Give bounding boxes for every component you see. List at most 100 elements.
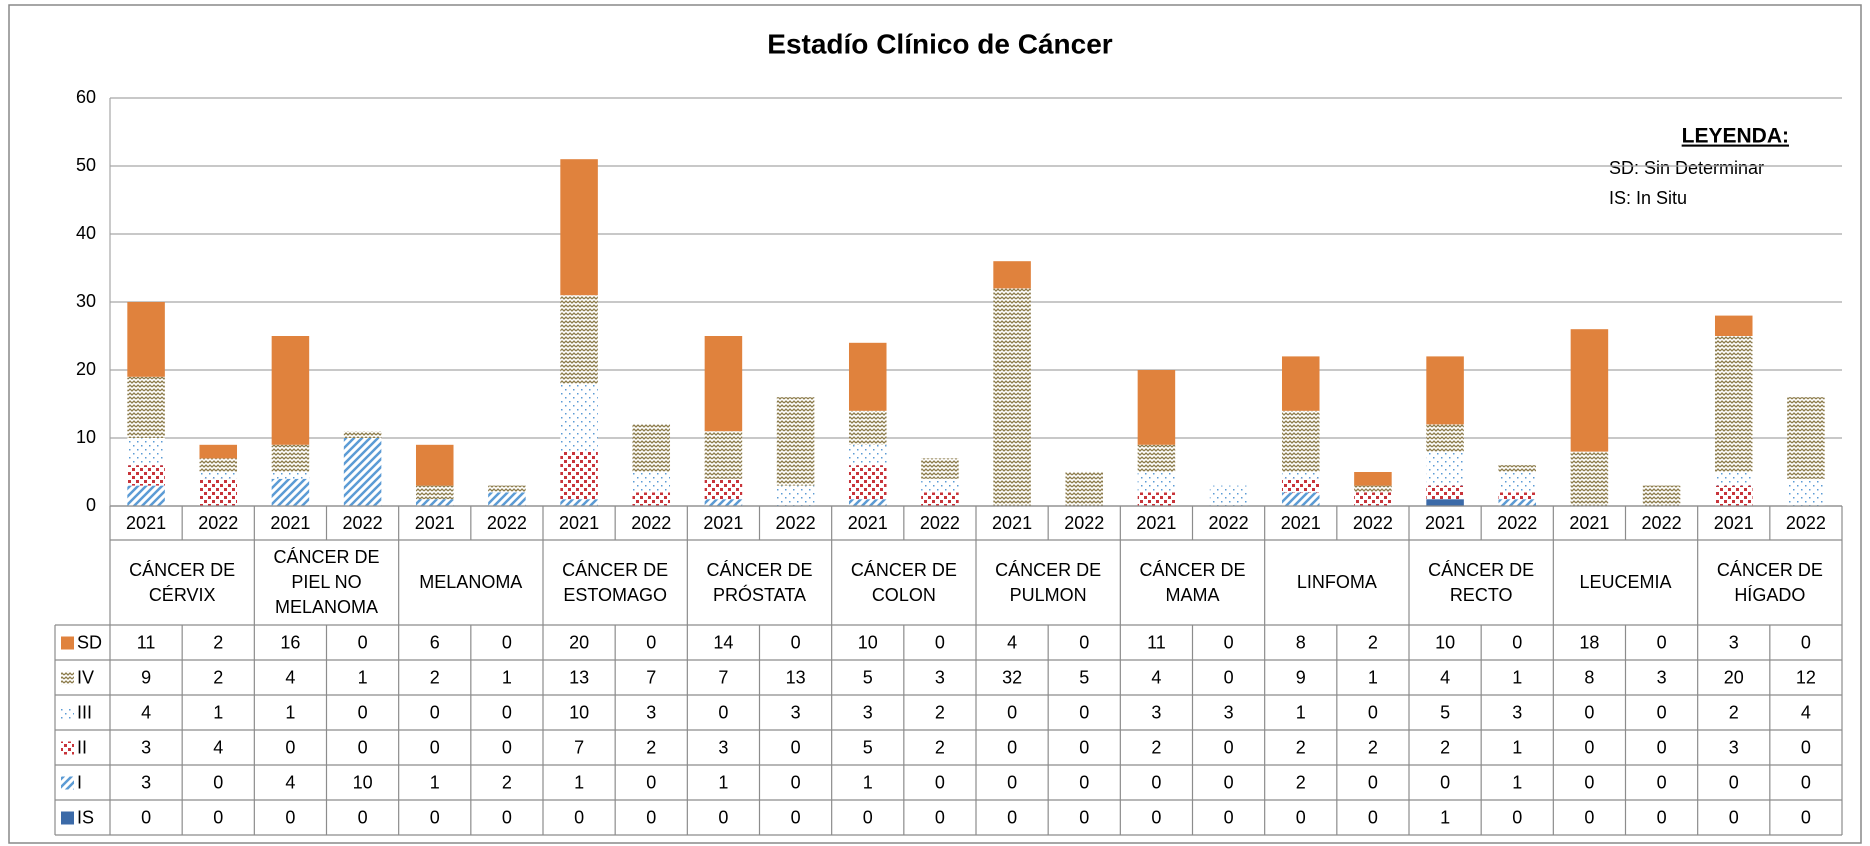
x-tick-label: 2022 (776, 513, 816, 533)
bar-segment (1426, 424, 1464, 452)
table-value: 0 (1657, 632, 1667, 652)
bar-segment (127, 485, 165, 506)
group-label: LINFOMA (1296, 572, 1377, 592)
table-value: 0 (213, 807, 223, 827)
table-value: 2 (502, 772, 512, 792)
table-value: 2 (646, 737, 656, 757)
table-value: 4 (141, 702, 151, 722)
x-tick-label: 2021 (126, 513, 166, 533)
bar-segment (560, 383, 598, 452)
table-value: 5 (1440, 702, 1450, 722)
bar-segment (127, 376, 165, 438)
table-value: 0 (1657, 702, 1667, 722)
table-value: 11 (137, 632, 156, 652)
table-value: 5 (863, 737, 873, 757)
x-tick-label: 2021 (1136, 513, 1176, 533)
table-value: 12 (1796, 667, 1816, 687)
table-value: 0 (1079, 632, 1089, 652)
table-value: 3 (1512, 702, 1522, 722)
table-value: 2 (1729, 702, 1739, 722)
table-value: 3 (1224, 702, 1234, 722)
table-value: 2 (935, 702, 945, 722)
x-tick-label: 2021 (270, 513, 310, 533)
x-tick-label: 2021 (1281, 513, 1321, 533)
table-value: 1 (574, 772, 584, 792)
table-value: 1 (502, 667, 512, 687)
bar-segment (1498, 465, 1537, 472)
group-label-box: CÁNCER DE MAMA (1139, 559, 1246, 605)
x-tick-label: 2022 (1064, 513, 1104, 533)
bar-segment (1209, 485, 1248, 506)
bar-segment (1787, 397, 1825, 479)
table-value: 1 (430, 772, 440, 792)
bar-segment (271, 444, 310, 472)
table-value: 2 (213, 632, 223, 652)
table-value: 1 (863, 772, 873, 792)
bar-segment (560, 451, 598, 500)
table-value: 0 (502, 807, 512, 827)
table-value: 0 (1224, 667, 1234, 687)
table-value: 0 (1224, 632, 1234, 652)
table-value: 0 (1151, 772, 1161, 792)
group-label-box: CÁNCER DE HÍGADO (1716, 559, 1823, 605)
group-label: CÁNCER DE MAMA (1139, 559, 1246, 605)
bar-segment (1426, 451, 1464, 486)
bar-segment (199, 478, 238, 506)
table-value: 1 (1368, 667, 1378, 687)
bar-segment (1426, 485, 1464, 500)
x-tick-label: 2021 (992, 513, 1032, 533)
table-value: 5 (863, 667, 873, 687)
bar-segment (199, 444, 238, 459)
table-value: 0 (646, 807, 656, 827)
bar-segment (993, 261, 1031, 289)
y-tick-label: 20 (76, 359, 96, 379)
y-tick-label: 10 (76, 427, 96, 447)
bar-segment (704, 478, 743, 500)
table-value: 4 (1801, 702, 1811, 722)
table-value: 3 (1729, 632, 1739, 652)
y-tick-label: 60 (76, 87, 96, 107)
table-value: 13 (786, 667, 806, 687)
legend-key (61, 671, 74, 685)
table-value: 0 (285, 737, 295, 757)
bar-segment (343, 438, 382, 506)
legend-label: II (77, 737, 87, 757)
table-value: 1 (718, 772, 728, 792)
bar-segment (1354, 472, 1392, 486)
bar-segment (1498, 499, 1537, 506)
table-value: 4 (213, 737, 223, 757)
table-value: 2 (935, 737, 945, 757)
group-label-box: MELANOMA (419, 572, 522, 592)
bar-segment (848, 410, 887, 445)
bar-segment (848, 342, 887, 411)
table-value: 9 (141, 667, 151, 687)
table-value: 0 (1512, 807, 1522, 827)
bar-segment (1498, 492, 1537, 500)
bar-segment (921, 492, 959, 506)
bar-segment (415, 444, 454, 486)
table-value: 0 (141, 807, 151, 827)
bar-segment (1281, 356, 1320, 411)
table-value: 0 (1801, 632, 1811, 652)
table-value: 1 (285, 702, 295, 722)
table-value: 0 (646, 632, 656, 652)
table-value: 7 (646, 667, 656, 687)
table-value: 3 (718, 737, 728, 757)
legend-note-line: SD: Sin Determinar (1609, 158, 1764, 178)
x-tick-label: 2021 (415, 513, 455, 533)
table-value: 0 (791, 632, 801, 652)
table-value: 3 (863, 702, 873, 722)
table-value: 0 (1729, 772, 1739, 792)
table-value: 0 (502, 632, 512, 652)
table-value: 0 (1440, 772, 1450, 792)
group-label: CÁNCER DE HÍGADO (1716, 559, 1823, 605)
bar-segment (1137, 492, 1176, 506)
table-value: 0 (358, 632, 368, 652)
table-value: 3 (141, 772, 151, 792)
bar-segment (1642, 485, 1681, 506)
table-value: 0 (358, 702, 368, 722)
legend-label: IV (77, 667, 94, 687)
table-value: 7 (718, 667, 728, 687)
table-value: 0 (1224, 737, 1234, 757)
bar-segment (488, 492, 526, 506)
